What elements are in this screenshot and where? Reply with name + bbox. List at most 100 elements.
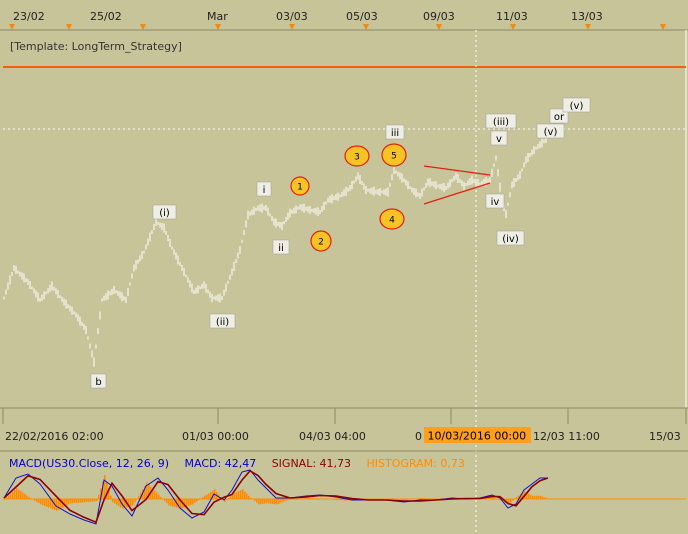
top-axis-label: 09/03 xyxy=(423,10,455,23)
histogram-bar xyxy=(174,499,176,508)
histogram-bar xyxy=(264,499,266,504)
top-axis-label: 25/02 xyxy=(90,10,122,23)
histogram-bar xyxy=(82,499,84,503)
histogram-bar xyxy=(90,499,92,502)
circle-label-text: 2 xyxy=(318,238,324,248)
circle-label-4[interactable]: 4 xyxy=(379,208,405,230)
histogram-bar xyxy=(112,499,114,503)
histogram-bar xyxy=(66,499,68,506)
histogram-bar xyxy=(156,492,158,499)
circle-label-5[interactable]: 5 xyxy=(381,143,407,167)
circle-label-3[interactable]: 3 xyxy=(344,145,370,167)
histogram-bar xyxy=(130,499,132,507)
histogram-bar xyxy=(94,499,96,502)
circle-label-text: 3 xyxy=(354,153,360,163)
histogram-bar xyxy=(310,498,312,499)
histogram-bar xyxy=(152,488,154,499)
histogram-bar xyxy=(86,499,88,503)
histogram-bar xyxy=(502,499,504,502)
histogram-bar xyxy=(232,493,234,499)
wave-label-b[interactable]: b xyxy=(90,373,107,389)
histogram-bar xyxy=(196,499,198,502)
wave-label-text: b xyxy=(95,377,101,388)
wave-label-or[interactable]: or xyxy=(549,108,569,124)
histogram-bar xyxy=(236,491,238,499)
wave-label-i-paren[interactable]: (i) xyxy=(152,204,177,220)
histogram-bar xyxy=(8,495,10,499)
histogram-bar xyxy=(338,499,340,501)
histogram-bar xyxy=(16,488,18,499)
bottom-axis-label: 01/03 00:00 xyxy=(182,430,249,443)
histogram-bar xyxy=(240,490,242,499)
histogram-bar xyxy=(244,491,246,499)
histogram-bar xyxy=(224,499,226,503)
histogram-bar xyxy=(142,489,144,499)
histogram-bar xyxy=(80,499,82,503)
triangle-pattern[interactable] xyxy=(423,165,491,205)
histogram-bar xyxy=(208,493,210,499)
histogram-bar xyxy=(402,499,404,500)
histogram-bar xyxy=(268,499,270,504)
histogram-bar xyxy=(140,492,142,499)
macd-title: MACD(US30.Close, 12, 26, 9) xyxy=(9,457,169,470)
histogram-bar xyxy=(42,499,44,506)
histogram-bar xyxy=(398,499,400,500)
histogram-bar xyxy=(528,493,530,499)
histogram-bar xyxy=(68,499,70,505)
histogram-bar xyxy=(180,499,182,509)
wave-label-v-paren[interactable]: (v) xyxy=(536,123,565,139)
wave-label-v-paren-alt[interactable]: (v) xyxy=(562,97,591,113)
wave-label-v[interactable]: v xyxy=(490,130,508,146)
histogram-bar xyxy=(230,495,232,499)
top-axis-markers xyxy=(9,24,666,30)
histogram-bar xyxy=(212,490,214,499)
wave-label-iii[interactable]: iii xyxy=(385,124,405,140)
histogram-bar xyxy=(490,497,492,499)
histogram-bar xyxy=(14,490,16,499)
histogram-bar xyxy=(270,499,272,504)
histogram-bar xyxy=(70,499,72,504)
wave-label-text: ii xyxy=(278,243,284,254)
histogram-bar xyxy=(342,499,344,501)
wave-label-iv-paren[interactable]: (iv) xyxy=(496,230,525,246)
wave-label-iv[interactable]: iv xyxy=(485,193,505,209)
histogram-bar xyxy=(428,498,430,499)
wave-label-i[interactable]: i xyxy=(256,181,272,197)
bottom-axis-label: 12/03 11:00 xyxy=(533,430,600,443)
histogram-bar xyxy=(546,498,548,499)
wave-label-ii[interactable]: ii xyxy=(272,239,290,255)
histogram-bar xyxy=(172,499,174,507)
wave-label-text: iv xyxy=(491,197,500,208)
histogram-bar xyxy=(340,499,342,501)
histogram-bar xyxy=(284,499,286,502)
top-axis-bar xyxy=(0,0,688,30)
histogram-bar xyxy=(426,498,428,499)
wave-label-iii-paren[interactable]: (iii) xyxy=(485,113,517,129)
histogram-bar xyxy=(306,497,308,499)
circle-label-2[interactable]: 2 xyxy=(310,230,332,252)
price-series[interactable] xyxy=(3,136,547,367)
histogram-bar xyxy=(242,489,244,499)
bottom-axis-label: 15/03 xyxy=(649,430,681,443)
circle-label-1[interactable]: 1 xyxy=(290,176,310,196)
macd-line[interactable] xyxy=(3,469,548,525)
wave-label-text: or xyxy=(554,112,565,123)
histogram-bar xyxy=(166,499,168,504)
histogram-bar xyxy=(204,495,206,499)
histogram-bar xyxy=(18,489,20,499)
circle-label-text: 4 xyxy=(389,216,395,226)
histogram-bar xyxy=(120,499,122,508)
histogram-bar xyxy=(170,499,172,507)
top-axis-label: 05/03 xyxy=(346,10,378,23)
histogram-bar xyxy=(302,498,304,499)
histogram-bar xyxy=(144,486,146,499)
signal-line[interactable] xyxy=(3,469,549,524)
wave-label-text: (ii) xyxy=(216,317,229,328)
histogram-bar xyxy=(40,499,42,505)
histogram-bar xyxy=(56,499,58,511)
histogram-bar xyxy=(84,499,86,503)
histogram-bar xyxy=(248,495,250,499)
wave-label-ii-paren[interactable]: (ii) xyxy=(209,313,236,329)
histogram-bar xyxy=(506,499,508,504)
